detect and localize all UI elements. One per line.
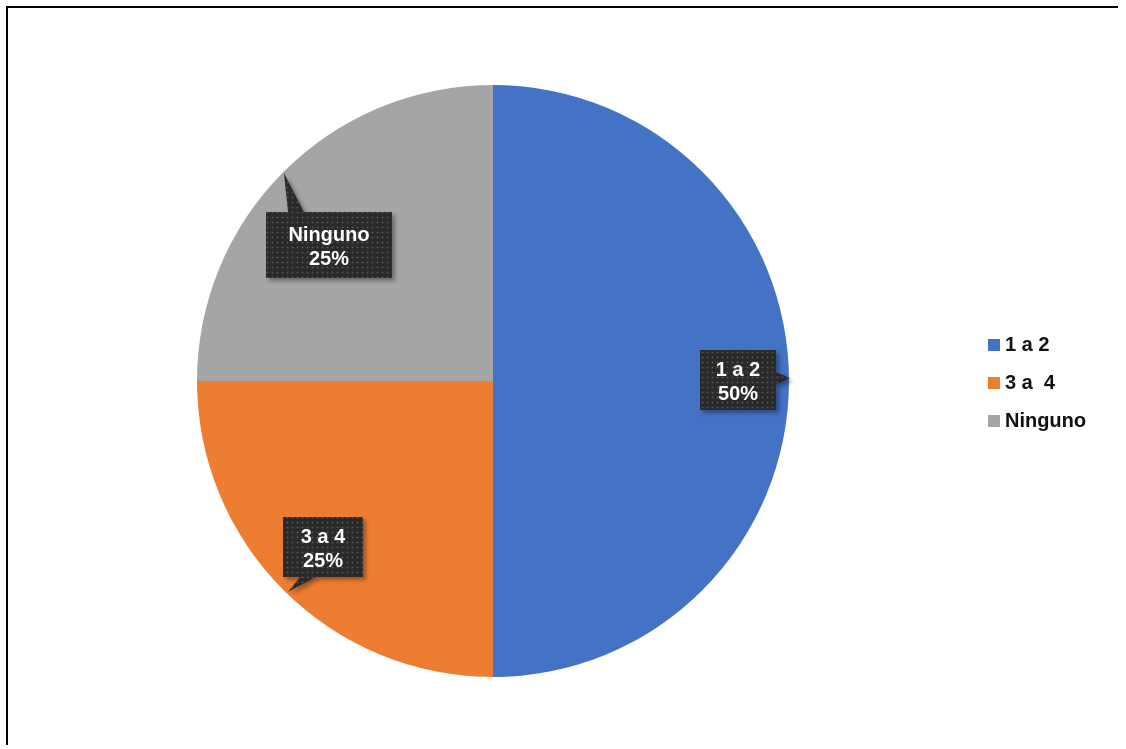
legend-item: 3 a 4 xyxy=(988,364,1118,402)
data-label-box xyxy=(283,517,363,577)
data-label-value: 25% xyxy=(309,248,349,270)
legend: 1 a 2 3 a 4 Ninguno xyxy=(988,326,1118,440)
legend-swatch xyxy=(988,377,1000,389)
legend-label: 1 a 2 xyxy=(1005,333,1050,356)
data-label-value: 50% xyxy=(718,383,758,405)
data-label-pointer xyxy=(776,372,790,385)
legend-swatch xyxy=(988,415,1000,427)
legend-item: 1 a 2 xyxy=(988,326,1118,364)
data-label-category: Ninguno xyxy=(288,224,369,246)
legend-swatch xyxy=(988,339,1000,351)
legend-label: Ninguno xyxy=(1005,409,1087,432)
data-label-box xyxy=(700,350,776,410)
pie-slice xyxy=(493,85,789,677)
data-label-pointer xyxy=(288,577,316,592)
data-label-value: 25% xyxy=(303,550,343,572)
data-label-category: 1 a 2 xyxy=(716,359,760,381)
data-label-pointer xyxy=(284,173,304,212)
data-label xyxy=(283,517,363,592)
data-label xyxy=(266,173,392,278)
data-label-box xyxy=(266,212,392,278)
data-label-category: 3 a 4 xyxy=(301,526,346,548)
legend-item: Ninguno xyxy=(988,402,1118,440)
data-label xyxy=(700,350,790,410)
legend-label: 3 a 4 xyxy=(1005,371,1056,394)
